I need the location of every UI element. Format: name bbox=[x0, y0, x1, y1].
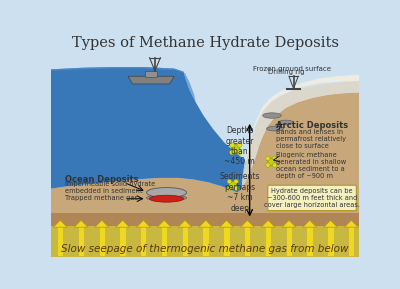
Bar bbox=[100, 227, 105, 256]
Polygon shape bbox=[282, 220, 296, 227]
Text: Trapped methane gas: Trapped methane gas bbox=[65, 195, 138, 201]
Bar bbox=[266, 227, 271, 256]
Circle shape bbox=[237, 142, 242, 147]
Ellipse shape bbox=[266, 126, 284, 131]
Polygon shape bbox=[51, 67, 253, 192]
Polygon shape bbox=[199, 220, 213, 227]
Polygon shape bbox=[51, 213, 359, 226]
Polygon shape bbox=[344, 220, 358, 227]
FancyBboxPatch shape bbox=[268, 185, 356, 211]
Text: Slow seepage of thermogenic methane gas from below: Slow seepage of thermogenic methane gas … bbox=[61, 244, 349, 254]
Polygon shape bbox=[324, 220, 338, 227]
Circle shape bbox=[229, 181, 236, 188]
Bar bbox=[145, 71, 157, 77]
Bar bbox=[58, 227, 63, 256]
Ellipse shape bbox=[278, 120, 294, 125]
Text: Hydrate deposits can be
~300-600 m feet thick and
cover large horizontal areas.: Hydrate deposits can be ~300-600 m feet … bbox=[264, 188, 360, 208]
Circle shape bbox=[272, 163, 277, 167]
Circle shape bbox=[234, 179, 238, 184]
Ellipse shape bbox=[263, 113, 281, 118]
Polygon shape bbox=[261, 220, 275, 227]
Circle shape bbox=[268, 158, 275, 165]
Bar bbox=[183, 227, 188, 256]
Circle shape bbox=[227, 179, 232, 184]
Circle shape bbox=[232, 144, 240, 153]
Bar bbox=[245, 227, 250, 256]
Bar bbox=[120, 227, 126, 256]
Text: Biogenic methane
generated in shallow
ocean sediment to a
depth of ~900 m: Biogenic methane generated in shallow oc… bbox=[276, 153, 346, 179]
Text: Drilling rig: Drilling rig bbox=[268, 69, 304, 75]
Polygon shape bbox=[220, 220, 234, 227]
Text: Ocean Deposits: Ocean Deposits bbox=[65, 175, 138, 184]
Bar bbox=[308, 227, 313, 256]
Polygon shape bbox=[157, 220, 171, 227]
Bar bbox=[79, 227, 84, 256]
Polygon shape bbox=[178, 220, 192, 227]
Polygon shape bbox=[53, 220, 67, 227]
Ellipse shape bbox=[146, 195, 186, 201]
Polygon shape bbox=[128, 76, 174, 84]
Text: Impermeable solid hydrate
embedded in sediment: Impermeable solid hydrate embedded in se… bbox=[65, 181, 155, 194]
Circle shape bbox=[272, 156, 277, 161]
Text: Arctic Deposits: Arctic Deposits bbox=[276, 121, 348, 130]
Bar bbox=[141, 227, 146, 256]
Bar bbox=[287, 227, 292, 256]
Text: Sediments
perhaps
~7 km
deep: Sediments perhaps ~7 km deep bbox=[219, 173, 260, 213]
Text: Frozen ground surface: Frozen ground surface bbox=[252, 66, 330, 72]
Polygon shape bbox=[51, 92, 359, 257]
Polygon shape bbox=[95, 220, 109, 227]
Polygon shape bbox=[74, 220, 88, 227]
Circle shape bbox=[227, 186, 232, 190]
Ellipse shape bbox=[146, 188, 186, 198]
Polygon shape bbox=[116, 220, 130, 227]
Bar bbox=[224, 227, 230, 256]
Circle shape bbox=[230, 150, 234, 155]
Polygon shape bbox=[242, 75, 359, 183]
Bar bbox=[51, 226, 359, 257]
Circle shape bbox=[234, 186, 238, 190]
Circle shape bbox=[237, 150, 242, 155]
Polygon shape bbox=[240, 220, 254, 227]
Text: Types of Methane Hydrate Deposits: Types of Methane Hydrate Deposits bbox=[72, 36, 338, 50]
Polygon shape bbox=[303, 220, 317, 227]
Text: Bands and lenses in
permafrost relatively
close to surface: Bands and lenses in permafrost relativel… bbox=[276, 129, 346, 149]
Circle shape bbox=[230, 142, 234, 147]
Polygon shape bbox=[51, 67, 196, 102]
Polygon shape bbox=[136, 220, 150, 227]
Circle shape bbox=[266, 156, 270, 161]
Bar bbox=[328, 227, 334, 256]
Text: Depths
greater
than
~450 m: Depths greater than ~450 m bbox=[224, 126, 255, 166]
Polygon shape bbox=[242, 81, 359, 189]
Circle shape bbox=[266, 163, 270, 167]
Bar bbox=[204, 227, 209, 256]
Ellipse shape bbox=[150, 195, 184, 202]
Bar bbox=[162, 227, 167, 256]
Bar bbox=[349, 227, 354, 256]
